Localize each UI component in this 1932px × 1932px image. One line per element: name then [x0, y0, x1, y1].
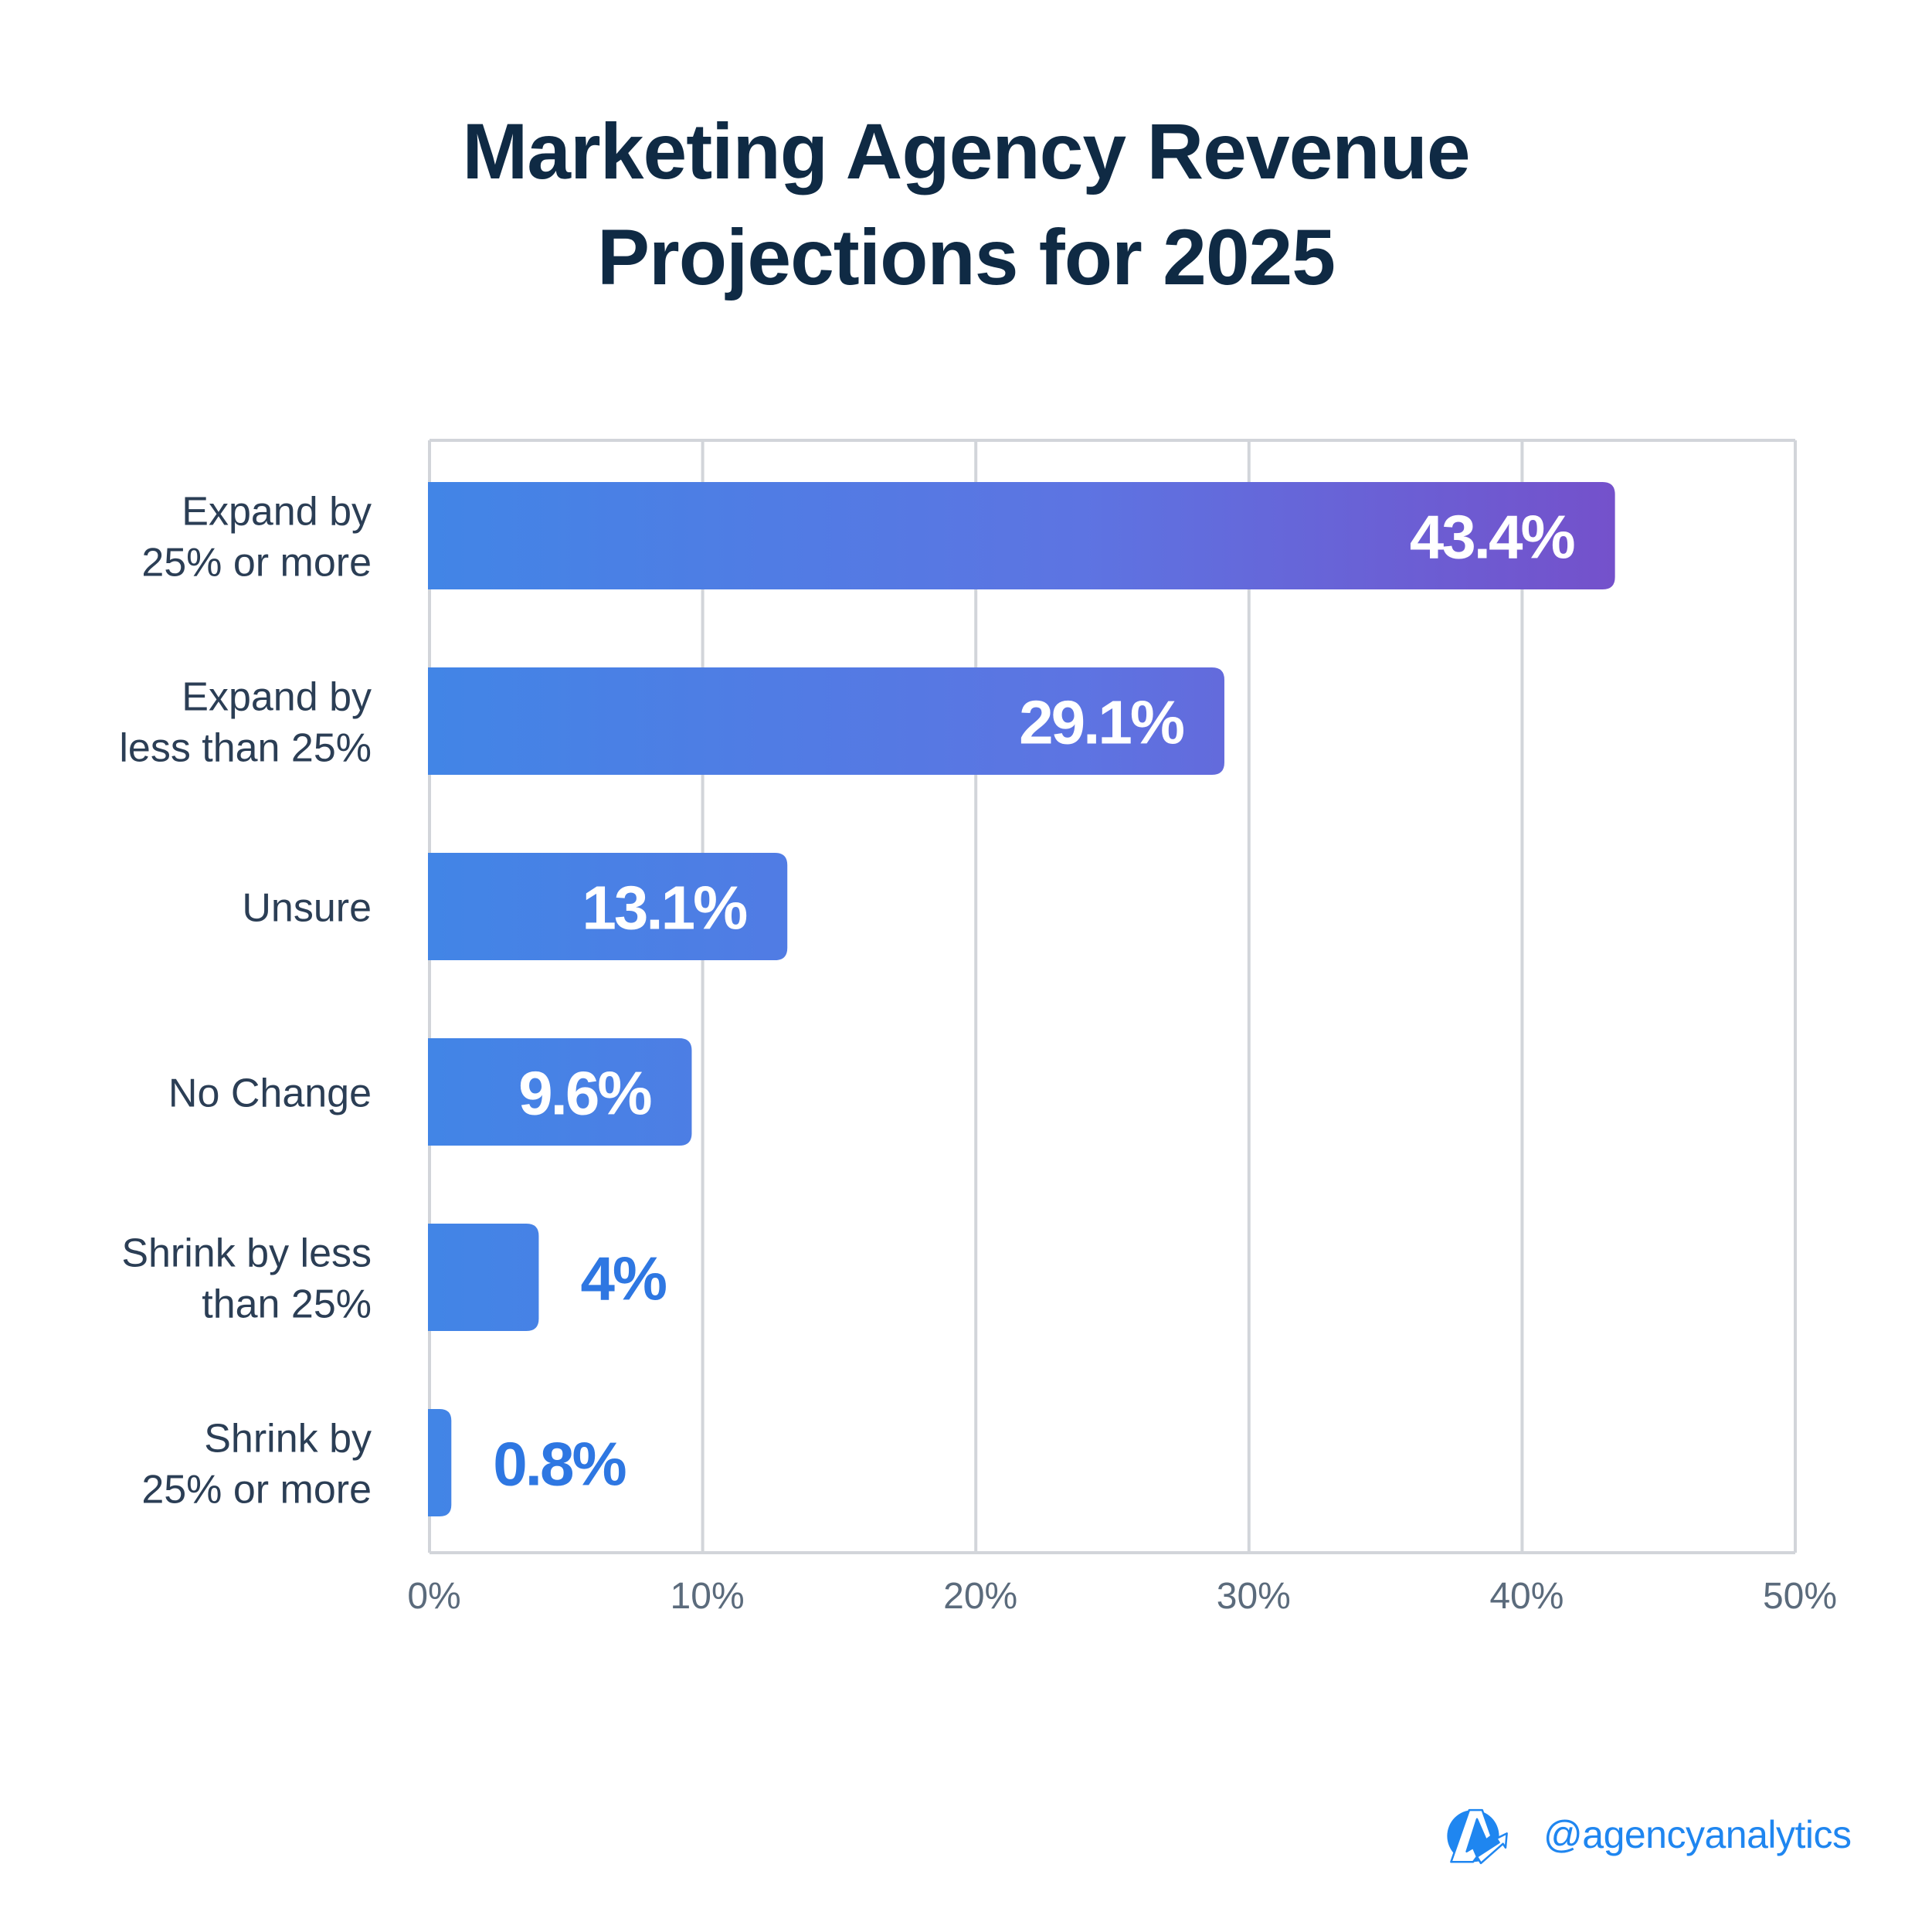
value-label: 4% — [580, 1244, 666, 1313]
agencyanalytics-logo-icon — [1447, 1808, 1508, 1865]
chart-title: Marketing Agency Revenue Projections for… — [0, 99, 1932, 311]
x-tick-label: 10% — [671, 1576, 745, 1617]
category-label-line: than 25% — [202, 1282, 372, 1327]
value-label: 9.6% — [518, 1059, 651, 1128]
x-tick-label: 20% — [943, 1576, 1017, 1617]
category-label-line: No Change — [168, 1071, 372, 1116]
category-labels: Expand by 25% or more Expand by less than 2… — [119, 490, 372, 1513]
category-label-line: Expand by — [182, 490, 372, 535]
category-label-line: Shrink by — [204, 1417, 372, 1462]
value-label: 0.8% — [493, 1430, 626, 1499]
value-label: 43.4% — [1410, 503, 1575, 572]
value-label: 13.1% — [582, 874, 747, 942]
category-label: Unsure — [242, 886, 372, 931]
chart-title-line-2: Projections for 2025 — [596, 213, 1336, 301]
category-label-line: 25% or more — [141, 541, 372, 586]
category-label: Shrink by 25% or more — [141, 1417, 372, 1513]
bar-1 — [428, 482, 1615, 589]
grid — [428, 439, 1797, 1554]
bar-6 — [428, 1409, 452, 1516]
bar-2 — [428, 667, 1224, 775]
x-tick-label: 30% — [1217, 1576, 1291, 1617]
x-tick-label: 40% — [1489, 1576, 1564, 1617]
category-label-line: Expand by — [182, 675, 372, 720]
bar-5 — [428, 1224, 539, 1331]
bars — [428, 482, 1615, 1516]
category-label-line: Shrink by less — [121, 1231, 372, 1276]
brand-handle: @agencyanalytics — [1543, 1813, 1852, 1856]
value-labels: 43.4% 29.1% 13.1% 9.6% 4% 0.8% — [493, 503, 1577, 1499]
category-label-line: 25% or more — [141, 1468, 372, 1513]
category-label: Expand by less than 25% — [119, 675, 372, 771]
x-tick-label: 50% — [1763, 1576, 1837, 1617]
category-label-line: Unsure — [242, 886, 372, 931]
category-label: Expand by 25% or more — [141, 490, 372, 586]
category-label: No Change — [168, 1071, 372, 1116]
category-label: Shrink by less than 25% — [121, 1231, 372, 1327]
x-axis-tick-labels: 0% 10% 20% 30% 40% 50% — [407, 1576, 1837, 1617]
value-label: 29.1% — [1019, 688, 1184, 757]
category-label-line: less than 25% — [119, 726, 372, 771]
x-tick-label: 0% — [407, 1576, 460, 1617]
chart-title-line-1: Marketing Agency Revenue — [462, 107, 1470, 195]
brand-footer: @agencyanalytics — [1445, 1800, 1852, 1869]
bar-4 — [428, 1038, 692, 1146]
bar-3 — [428, 853, 788, 960]
